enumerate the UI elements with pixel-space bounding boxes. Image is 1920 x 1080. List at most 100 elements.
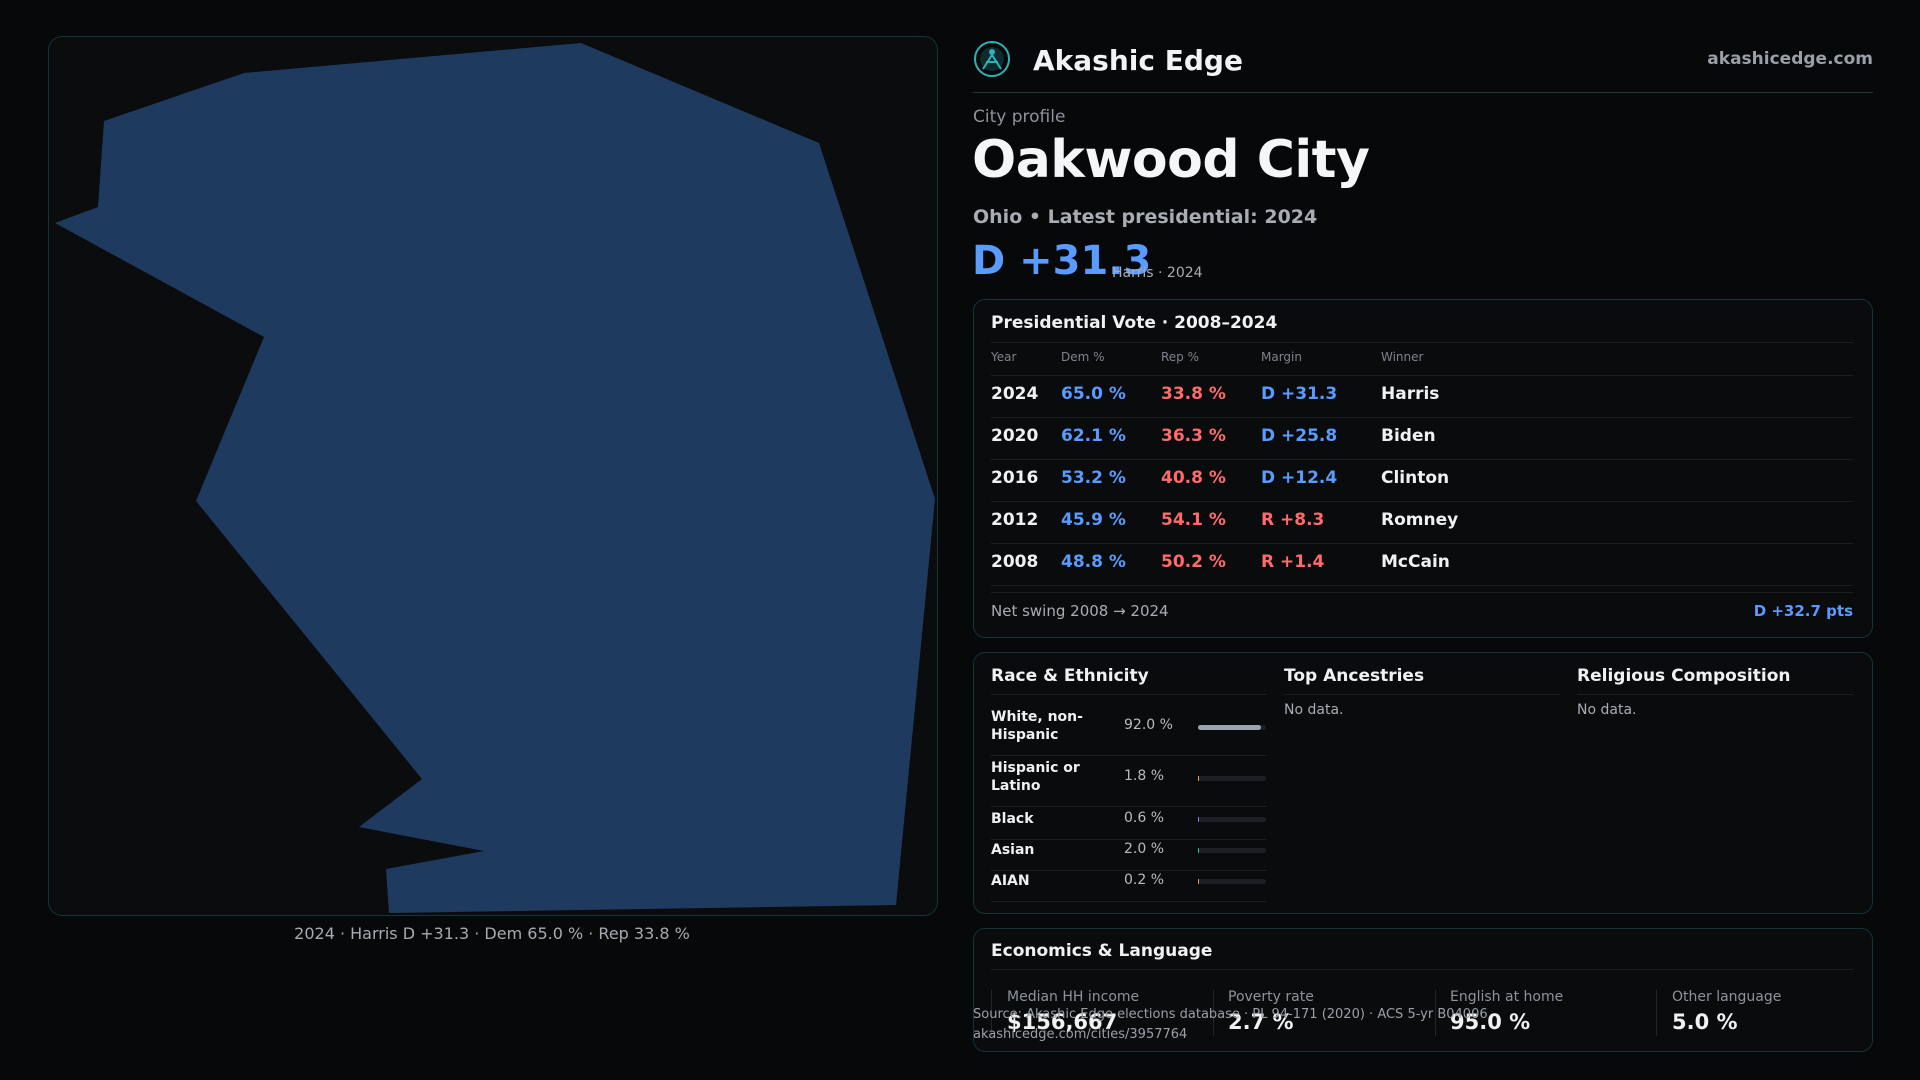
year-cell: 2008 — [991, 552, 1039, 572]
stat-separator — [991, 990, 992, 1036]
divider — [991, 901, 1267, 902]
brand-header: Akashic Edge akashicedge.com — [973, 36, 1873, 93]
race-value: 92.0 % — [1124, 717, 1173, 733]
stat-separator — [1656, 990, 1657, 1036]
top-ancestries-title: Top Ancestries — [1284, 666, 1425, 686]
race-label: White, non-Hispanic — [991, 709, 1083, 743]
table-row-divider — [991, 585, 1853, 586]
year-cell: 2016 — [991, 468, 1039, 488]
winner-cell: McCain — [1381, 552, 1450, 572]
column-header-year: Year — [991, 350, 1017, 364]
presidential-vote-title: Presidential Vote · 2008–2024 — [991, 313, 1278, 333]
divider — [991, 969, 1853, 970]
rep-share-cell: 36.3 % — [1161, 426, 1226, 446]
net-swing-value: D +32.7 pts — [1753, 602, 1853, 620]
city-boundary-map — [55, 43, 935, 913]
margin-cell: R +8.3 — [1261, 510, 1325, 530]
race-label: Hispanic or Latino — [991, 760, 1080, 794]
divider — [991, 806, 1267, 807]
dem-share-cell: 48.8 % — [1061, 552, 1126, 572]
divider — [991, 755, 1267, 756]
source-url-link[interactable]: akashicedge.com/cities/3957764 — [973, 1027, 1188, 1042]
race-label: Black — [991, 811, 1034, 827]
english-at-home-value: 95.0 % — [1450, 1010, 1531, 1034]
english-at-home-label: English at home — [1450, 989, 1564, 1005]
margin-cell: D +25.8 — [1261, 426, 1338, 446]
source-citation: Source: Akashic Edge elections database … — [973, 1007, 1488, 1022]
profile-kicker: City profile — [973, 107, 1066, 127]
other-language-value: 5.0 % — [1672, 1010, 1738, 1034]
column-header-winner: Winner — [1381, 350, 1424, 364]
latest-margin-note: Harris · 2024 — [1112, 265, 1203, 281]
dem-share-cell: 65.0 % — [1061, 384, 1126, 404]
city-map-panel[interactable] — [48, 36, 938, 916]
dem-share-cell: 53.2 % — [1061, 468, 1126, 488]
akashic-logo-icon — [974, 41, 1010, 77]
race-share-bar-fill — [1198, 725, 1261, 730]
divider — [991, 592, 1853, 593]
divider — [991, 694, 1267, 695]
divider — [1284, 694, 1560, 695]
race-share-bar-fill — [1198, 776, 1199, 781]
brand-name: Akashic Edge — [1033, 44, 1243, 77]
presidential-vote-card — [973, 299, 1873, 638]
stat-separator — [1435, 990, 1436, 1036]
winner-cell: Clinton — [1381, 468, 1450, 488]
column-header-rep: Rep % — [1161, 350, 1200, 364]
rep-share-cell: 33.8 % — [1161, 384, 1226, 404]
race-share-bar-fill — [1198, 817, 1199, 822]
winner-cell: Harris — [1381, 384, 1440, 404]
religion-no-data: No data. — [1577, 702, 1637, 718]
religious-composition-title: Religious Composition — [1577, 666, 1791, 686]
dem-share-cell: 62.1 % — [1061, 426, 1126, 446]
race-share-bar — [1198, 817, 1266, 822]
stat-separator — [1213, 990, 1214, 1036]
year-cell: 2024 — [991, 384, 1039, 404]
race-share-bar-fill — [1198, 848, 1199, 853]
divider — [991, 342, 1853, 343]
poverty-rate-value: 2.7 % — [1228, 1010, 1294, 1034]
table-row-divider — [991, 375, 1853, 376]
economics-card — [973, 928, 1873, 1052]
profile-subtitle: Ohio • Latest presidential: 2024 — [973, 206, 1318, 228]
table-row-divider — [991, 501, 1853, 502]
winner-cell: Biden — [1381, 426, 1436, 446]
dem-share-cell: 45.9 % — [1061, 510, 1126, 530]
demographics-card — [973, 652, 1873, 914]
race-value: 1.8 % — [1124, 768, 1165, 784]
race-share-bar — [1198, 776, 1266, 781]
source-note: Source: Akashic Edge elections database … — [973, 1005, 1488, 1045]
race-value: 2.0 % — [1124, 841, 1165, 857]
race-ethnicity-title: Race & Ethnicity — [991, 666, 1149, 686]
brand-url-link[interactable]: akashicedge.com — [1707, 49, 1873, 69]
ancestries-no-data: No data. — [1284, 702, 1344, 718]
race-value: 0.6 % — [1124, 810, 1165, 826]
margin-cell: D +31.3 — [1261, 384, 1338, 404]
winner-cell: Romney — [1381, 510, 1459, 530]
economics-title: Economics & Language — [991, 941, 1213, 961]
margin-cell: D +12.4 — [1261, 468, 1338, 488]
table-row-divider — [991, 459, 1853, 460]
map-caption: 2024 · Harris D +31.3 · Dem 65.0 % · Rep… — [294, 924, 690, 943]
page-title: Oakwood City — [972, 130, 1370, 190]
column-header-dem: Dem % — [1061, 350, 1105, 364]
column-header-margin: Margin — [1261, 350, 1302, 364]
median-income-value: $156,667 — [1007, 1010, 1118, 1034]
race-label: AIAN — [991, 873, 1030, 889]
race-share-bar — [1198, 879, 1266, 884]
race-value: 0.2 % — [1124, 872, 1165, 888]
margin-cell: R +1.4 — [1261, 552, 1325, 572]
table-row-divider — [991, 543, 1853, 544]
divider — [1577, 694, 1853, 695]
year-cell: 2012 — [991, 510, 1039, 530]
net-swing-label: Net swing 2008 → 2024 — [991, 602, 1169, 620]
rep-share-cell: 50.2 % — [1161, 552, 1226, 572]
rep-share-cell: 40.8 % — [1161, 468, 1226, 488]
race-share-bar — [1198, 848, 1266, 853]
rep-share-cell: 54.1 % — [1161, 510, 1226, 530]
race-share-bar — [1198, 725, 1266, 730]
city-boundary-shape[interactable] — [55, 43, 935, 913]
poverty-rate-label: Poverty rate — [1228, 989, 1314, 1005]
table-row-divider — [991, 417, 1853, 418]
latest-margin: D +31.3 — [972, 238, 1152, 284]
